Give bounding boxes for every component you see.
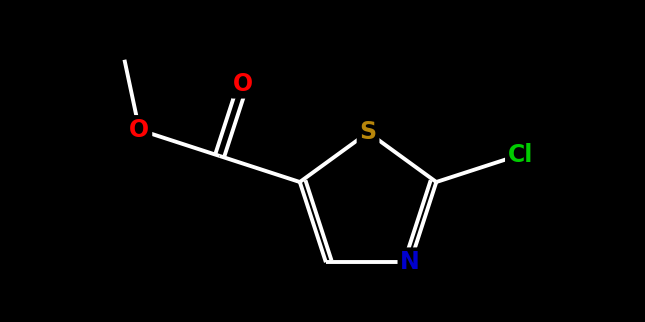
Text: S: S [359, 120, 377, 145]
Text: O: O [233, 72, 253, 96]
Text: Cl: Cl [508, 143, 533, 167]
Text: O: O [129, 118, 150, 142]
Text: N: N [401, 250, 420, 274]
